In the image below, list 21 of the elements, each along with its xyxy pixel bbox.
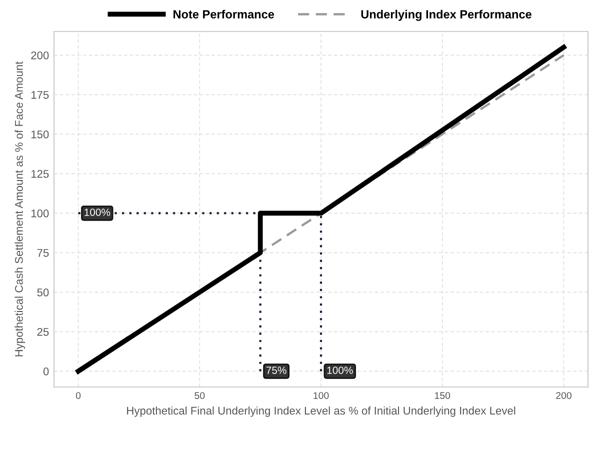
legend-label: Note Performance [174,10,274,18]
x-axis-title: Hypothetical Final Underlying Index Level as % of Initial Underlying Index Level [127,406,516,417]
y-tick-label: 175 [31,91,49,99]
y-tick-label: 125 [31,170,49,178]
legend-label: Underlying Index Performance [361,10,532,21]
x-tick-label: 200 [556,392,572,399]
y-axis-title: Hypothetical Cash Settlement Amount as % of Face Amount [14,61,26,356]
y-tick-label: 75 [37,249,49,257]
annotation: 100% [327,366,353,374]
y-tick-label: 150 [31,130,49,138]
y-tick-label: 50 [37,288,49,296]
x-tick-label: 0 [76,392,81,399]
x-tick-label: 150 [434,392,450,399]
annotation: 75% [266,366,286,374]
y-tick-label: 25 [37,328,49,336]
annotation: 100% [84,208,110,216]
y-tick-label: 0 [43,367,49,376]
y-tick-label: 200 [31,51,49,60]
x-tick-label: 50 [194,392,205,399]
y-tick-label: 100 [31,209,49,218]
x-tick-label: 100 [314,392,329,399]
